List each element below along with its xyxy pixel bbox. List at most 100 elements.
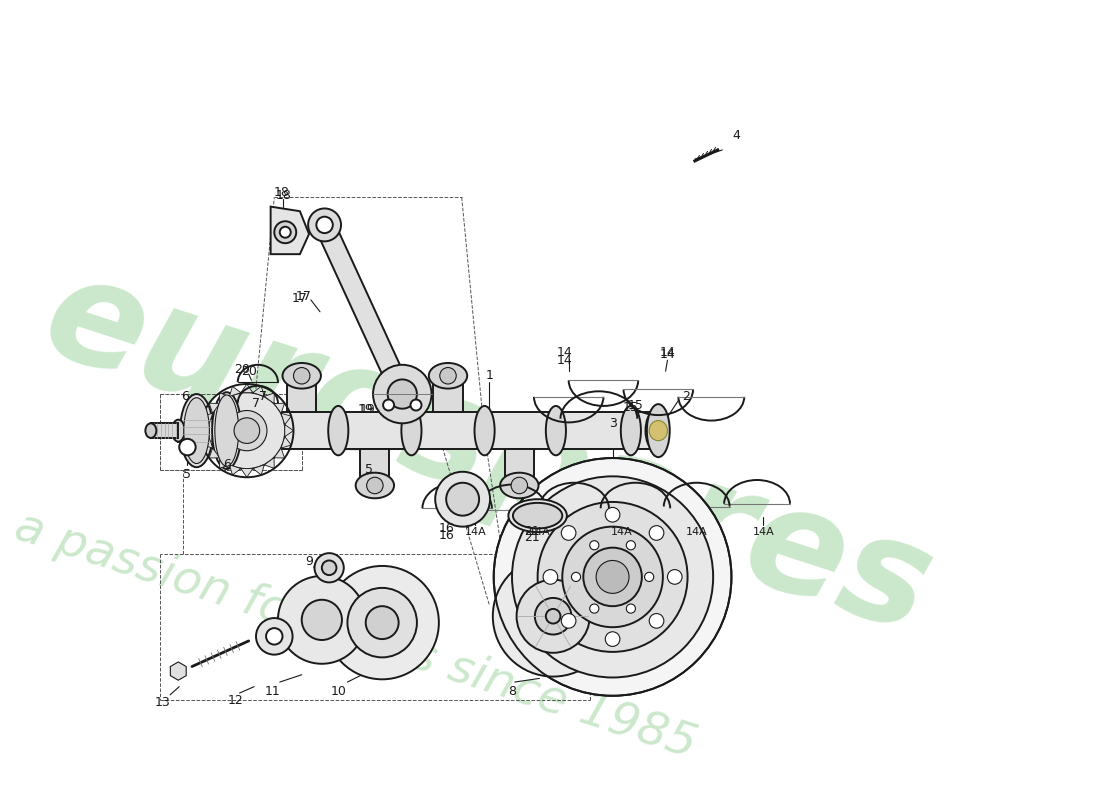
Circle shape [546,609,561,623]
Polygon shape [241,469,253,478]
Ellipse shape [513,503,562,529]
Ellipse shape [328,406,349,455]
Text: 14A: 14A [464,527,486,537]
Text: 7: 7 [252,397,260,410]
Text: 16: 16 [438,530,454,542]
Circle shape [387,379,417,409]
Ellipse shape [214,395,239,466]
Text: 19: 19 [358,403,374,416]
Polygon shape [253,386,264,397]
Polygon shape [241,384,253,393]
Text: 18: 18 [274,186,289,199]
Text: 9: 9 [305,555,314,568]
Polygon shape [202,413,212,425]
Circle shape [326,566,439,679]
Text: 20: 20 [234,363,250,376]
Polygon shape [178,420,219,442]
Circle shape [348,588,417,658]
Text: 5: 5 [365,463,373,477]
Ellipse shape [474,406,495,455]
Polygon shape [360,449,389,486]
Circle shape [209,392,285,469]
Circle shape [538,502,688,652]
Ellipse shape [652,422,664,440]
Ellipse shape [646,412,662,449]
Text: 14A: 14A [685,527,707,537]
Ellipse shape [500,473,539,498]
Text: 6: 6 [223,458,231,471]
Polygon shape [200,425,209,437]
Text: 8: 8 [508,685,516,698]
Polygon shape [285,425,294,437]
Polygon shape [230,465,241,475]
Circle shape [571,572,581,582]
Text: 17: 17 [296,290,311,302]
Text: 21: 21 [525,525,540,538]
Ellipse shape [620,406,641,455]
Text: 7: 7 [260,390,267,403]
Circle shape [535,598,571,634]
Text: a passion for parts since 1985: a passion for parts since 1985 [9,505,702,768]
Circle shape [649,614,664,628]
Ellipse shape [294,367,310,384]
Polygon shape [151,423,178,438]
Circle shape [365,606,398,639]
Text: 14: 14 [660,348,675,362]
Text: 14: 14 [558,354,573,366]
Ellipse shape [253,406,274,455]
Circle shape [543,570,558,584]
Text: 14A: 14A [529,527,550,537]
Circle shape [410,399,421,410]
Text: 1: 1 [485,370,493,382]
Text: 13: 13 [155,696,170,709]
Polygon shape [264,458,274,468]
Text: 14A: 14A [610,527,632,537]
Circle shape [512,476,713,678]
Polygon shape [264,393,274,403]
Circle shape [373,365,431,423]
Polygon shape [271,206,309,254]
Ellipse shape [546,406,566,455]
Polygon shape [219,412,653,449]
Polygon shape [274,403,285,413]
Ellipse shape [145,423,156,438]
Circle shape [279,226,290,238]
Text: 15: 15 [627,399,644,413]
Circle shape [383,399,394,410]
Text: 12: 12 [228,694,244,707]
Circle shape [315,553,344,582]
Text: 19: 19 [360,403,375,416]
Text: 5: 5 [184,468,191,481]
Polygon shape [202,437,212,448]
Text: eurospares: eurospares [28,244,948,663]
Text: 14A: 14A [752,527,774,537]
Text: 4: 4 [733,129,740,142]
Text: 2: 2 [682,390,690,403]
Polygon shape [274,448,285,458]
Polygon shape [282,413,292,425]
Circle shape [494,458,732,696]
Polygon shape [253,465,264,475]
Ellipse shape [172,420,185,442]
Circle shape [179,439,196,455]
Ellipse shape [402,406,421,455]
Circle shape [517,580,590,653]
Ellipse shape [508,499,566,532]
Circle shape [668,570,682,584]
Text: 11: 11 [265,685,280,698]
Text: 6: 6 [180,390,188,403]
Circle shape [561,526,576,540]
Text: 21: 21 [525,531,540,544]
Ellipse shape [180,394,213,467]
Text: 10: 10 [330,685,346,698]
Polygon shape [220,458,230,468]
Circle shape [645,572,653,582]
Circle shape [626,541,636,550]
Polygon shape [282,437,292,448]
Ellipse shape [184,398,209,463]
Polygon shape [220,393,230,403]
Text: 15: 15 [623,402,639,414]
Circle shape [561,614,576,628]
Ellipse shape [647,404,670,457]
Circle shape [590,604,598,613]
